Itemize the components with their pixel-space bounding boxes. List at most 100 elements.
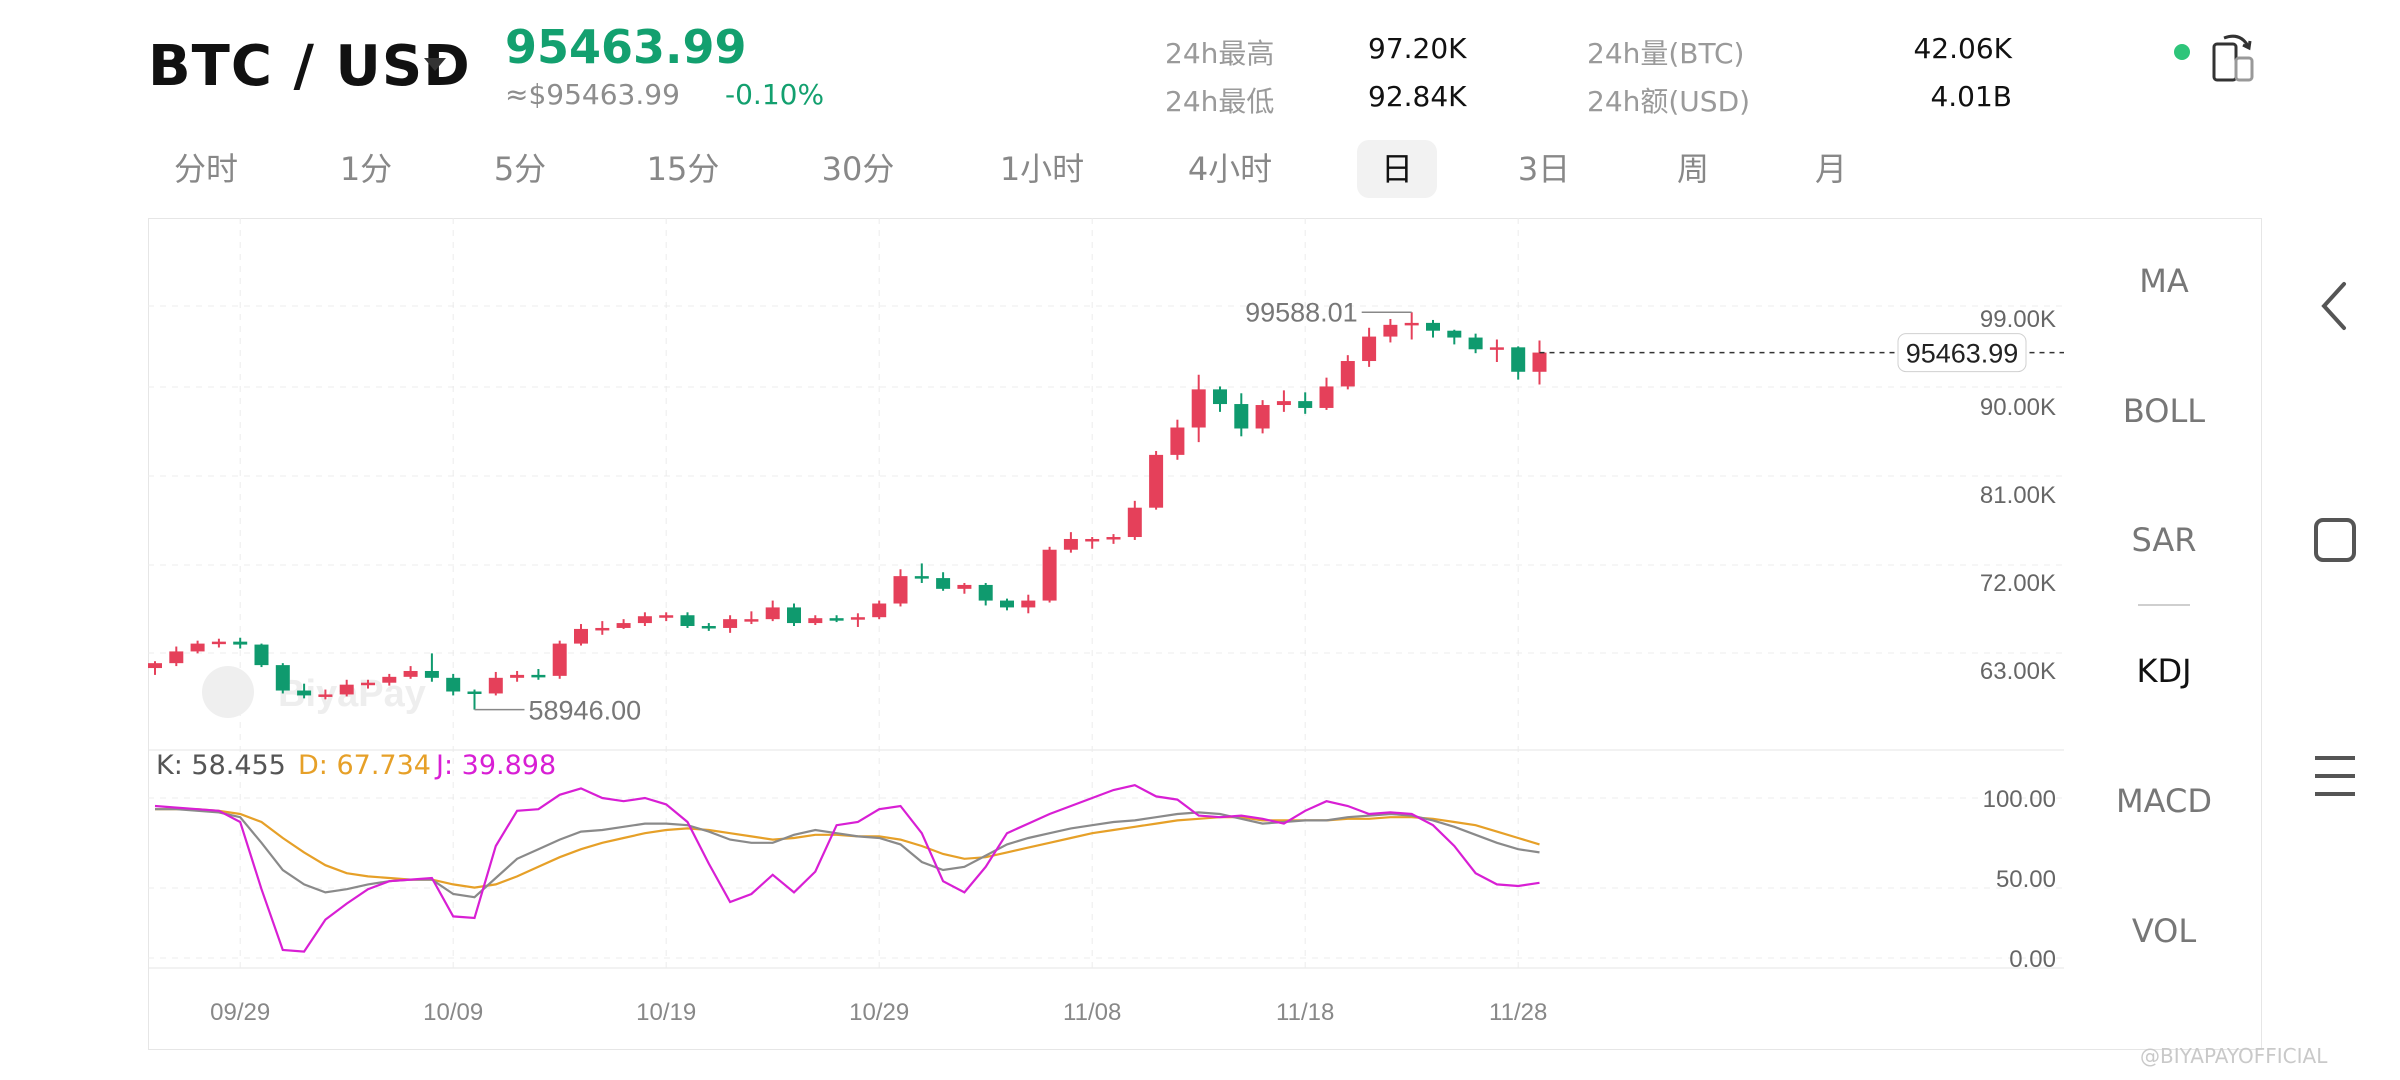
current-price-label: 95463.99 xyxy=(1906,339,2019,369)
candle-body xyxy=(1511,347,1526,372)
price-axis-label: 81.00K xyxy=(1980,482,2056,509)
candle-body xyxy=(190,643,205,652)
candle-body xyxy=(318,694,333,697)
stat-24h-high-value: 97.20K xyxy=(1368,32,1467,65)
candle-body xyxy=(1447,330,1462,338)
tab-timeframe-30m[interactable]: 30分 xyxy=(821,150,895,188)
biyapay-watermark-logo: BiyaPay xyxy=(202,666,426,718)
candle-body xyxy=(659,615,674,618)
indicator-ma[interactable]: MA xyxy=(2139,262,2189,300)
candle-body xyxy=(1340,361,1355,387)
candle-body xyxy=(637,616,652,624)
tab-timeframe-time-sharing[interactable]: 分时 xyxy=(173,150,238,188)
menu-lines-icon[interactable] xyxy=(2310,748,2360,808)
indicator-macd[interactable]: MACD xyxy=(2116,782,2212,820)
candle-body xyxy=(1170,427,1185,455)
time-axis-label: 10/29 xyxy=(849,999,909,1026)
stat-24h-high-label: 24h最高 xyxy=(1165,37,1275,70)
candle-body xyxy=(744,619,759,622)
candle-body xyxy=(211,641,226,645)
candle-body xyxy=(1532,352,1547,372)
candle-body xyxy=(1489,347,1504,350)
kdj-legend-k: K: 58.455 xyxy=(156,750,286,781)
candle-body xyxy=(339,684,354,695)
time-axis-label: 11/18 xyxy=(1276,999,1334,1026)
candle-body xyxy=(616,623,631,628)
indicator-vol[interactable]: VOL xyxy=(2131,912,2197,950)
candle-body xyxy=(595,627,610,631)
indicator-divider xyxy=(2138,604,2190,606)
candle-body xyxy=(1298,401,1313,408)
kdj-k-line xyxy=(155,808,1540,899)
candle-body xyxy=(765,607,780,620)
stat-24h-turnover-value: 4.01B xyxy=(1930,80,2012,113)
candle-body xyxy=(1106,537,1121,540)
kdj-legend-j: J: 39.898 xyxy=(436,750,557,781)
candle-body xyxy=(872,603,887,618)
candle-body xyxy=(382,676,397,683)
time-axis-label: 11/08 xyxy=(1063,999,1121,1026)
time-axis-label: 10/09 xyxy=(423,999,483,1026)
candle-body xyxy=(893,576,908,604)
candle-body xyxy=(1000,600,1014,608)
tab-timeframe-3d[interactable]: 3日 xyxy=(1517,150,1571,188)
indicator-kdj[interactable]: KDJ xyxy=(2136,652,2192,690)
tab-timeframe-1m[interactable]: 1分 xyxy=(339,150,393,188)
candle-body xyxy=(1319,386,1334,408)
candle-body xyxy=(1234,404,1249,429)
candle-body xyxy=(361,682,375,686)
kdj-d-line xyxy=(155,808,1540,889)
tab-timeframe-week[interactable]: 周 xyxy=(1676,150,1709,188)
candle-body xyxy=(510,674,525,678)
candle-body xyxy=(978,584,993,601)
candle-body xyxy=(233,641,248,645)
price-change-percent: -0.10% xyxy=(725,78,825,111)
price-axis-label: 90.00K xyxy=(1980,394,2056,421)
candle-body xyxy=(1149,454,1164,508)
kdj-axis-label: 0.00 xyxy=(2009,946,2056,973)
tab-timeframe-1d[interactable]: 日 xyxy=(1357,140,1437,198)
pair-dropdown-caret-icon[interactable] xyxy=(424,58,446,71)
candle-body xyxy=(680,615,695,626)
min-price-label: 58946.00 xyxy=(529,696,642,726)
last-price: 95463.99 xyxy=(505,20,747,74)
indicator-boll[interactable]: BOLL xyxy=(2122,392,2206,430)
candle-body xyxy=(1404,322,1419,326)
tab-timeframe-month[interactable]: 月 xyxy=(1814,150,1847,188)
price-axis-label: 72.00K xyxy=(1980,570,2056,597)
time-axis-label: 11/28 xyxy=(1489,999,1547,1026)
trading-pair-title[interactable]: BTC / USD xyxy=(148,34,471,99)
candle-body xyxy=(254,644,269,666)
candle-body xyxy=(1383,324,1398,337)
candle-body xyxy=(1468,337,1483,350)
kdj-j-line xyxy=(154,784,1540,953)
candle-body xyxy=(1255,405,1270,429)
candle-body xyxy=(808,618,823,624)
tab-timeframe-4h[interactable]: 4小时 xyxy=(1187,150,1273,188)
candle-body xyxy=(829,618,844,621)
candle-body xyxy=(552,643,567,676)
watermark-text: @BIYAPAYOFFICIAL xyxy=(2140,1044,2328,1068)
tab-timeframe-5m[interactable]: 5分 xyxy=(493,150,547,188)
candle-body xyxy=(787,607,801,624)
rotate-screen-icon[interactable] xyxy=(2210,30,2260,90)
candle-body xyxy=(1276,401,1291,406)
home-square-icon[interactable] xyxy=(2310,512,2360,572)
stat-24h-low-label: 24h最低 xyxy=(1165,85,1275,118)
candle-body xyxy=(723,619,738,628)
candle-body xyxy=(1085,538,1100,542)
indicator-sar[interactable]: SAR xyxy=(2131,521,2197,559)
candle-body xyxy=(1042,549,1057,601)
price-axis-label: 63.00K xyxy=(1980,658,2056,685)
candlestick-chart[interactable]: BiyaPay 99588.01 58946.00 95463.99 99.00K 9… xyxy=(148,218,2064,1050)
candle-body xyxy=(701,626,716,629)
candle-body xyxy=(1426,322,1440,331)
tab-timeframe-1h[interactable]: 1小时 xyxy=(999,150,1085,188)
tab-timeframe-15m[interactable]: 15分 xyxy=(646,150,720,188)
candle-body xyxy=(169,651,184,664)
kdj-axis-label: 100.00 xyxy=(1983,786,2056,813)
candle-body xyxy=(850,617,865,620)
stat-24h-volume-label: 24h量(BTC) xyxy=(1587,37,1745,70)
candle-body xyxy=(574,628,588,644)
back-chevron-icon[interactable] xyxy=(2310,278,2360,338)
